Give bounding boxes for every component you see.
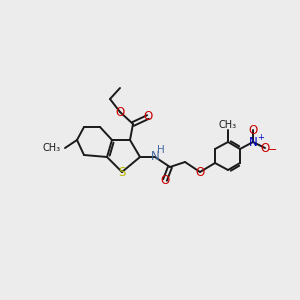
Text: CH₃: CH₃ [219, 120, 237, 130]
Text: CH₃: CH₃ [43, 143, 61, 153]
Text: +: + [258, 133, 264, 142]
Text: O: O [143, 110, 153, 124]
Text: −: − [268, 145, 278, 155]
Text: N: N [249, 136, 257, 148]
Text: O: O [116, 106, 124, 118]
Text: O: O [195, 166, 205, 178]
Text: O: O [248, 124, 258, 136]
Text: S: S [118, 166, 126, 178]
Text: H: H [157, 145, 165, 155]
Text: N: N [151, 149, 159, 163]
Text: O: O [260, 142, 270, 154]
Text: O: O [160, 173, 169, 187]
